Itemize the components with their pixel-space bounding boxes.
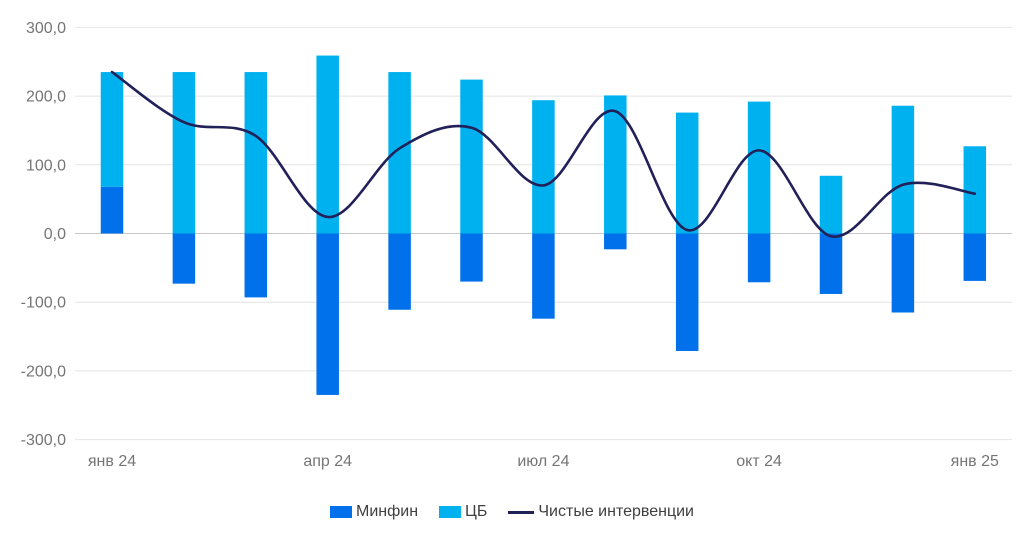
legend-label-net-interventions: Чистые интервенции [538, 503, 694, 520]
bar-cb [675, 112, 699, 234]
bar-cb [388, 72, 411, 234]
chart-legend: Минфин ЦБ Чистые интервенции [0, 503, 1024, 521]
bar-minfin [388, 233, 411, 310]
bar-minfin [604, 233, 627, 250]
y-axis-label: -300,0 [21, 432, 66, 449]
legend-item-cb: ЦБ [439, 503, 487, 521]
y-axis-label: 300,0 [26, 20, 66, 37]
legend-item-minfin: Минфин [330, 503, 418, 521]
bar-cb [604, 95, 627, 234]
x-axis-label: июл 24 [517, 453, 569, 470]
bar-cb [747, 101, 771, 234]
y-axis-label: -100,0 [21, 295, 66, 312]
minfin-swatch-icon [330, 506, 352, 518]
y-axis-label: 0,0 [44, 226, 66, 243]
bar-cb [244, 72, 268, 234]
net-interventions-line [110, 70, 977, 238]
interventions-chart-canvas: 300,0 200,0 100,0 0,0 -100,0 -200,0 -300,0 янв … [21, 20, 1012, 470]
bar-minfin [963, 233, 987, 281]
bar-minfin [819, 233, 843, 294]
y-axis-label: -200,0 [21, 363, 66, 380]
bar-cb [316, 55, 339, 234]
bar-cb [819, 175, 843, 234]
bar-cb [891, 105, 915, 234]
legend-item-net-interventions: Чистые интервенции [508, 503, 694, 521]
x-axis-label: окт 24 [736, 453, 782, 470]
bar-minfin [244, 233, 268, 298]
bar-minfin [460, 233, 483, 282]
bar-cb [963, 146, 987, 234]
bar-minfin [891, 233, 915, 313]
x-axis-label: янв 24 [88, 453, 136, 470]
x-axis-label: янв 25 [951, 453, 999, 470]
legend-label-minfin: Минфин [356, 503, 419, 520]
y-axis-label: 200,0 [26, 89, 66, 106]
legend-label-cb: ЦБ [465, 503, 488, 520]
bar-minfin [532, 233, 555, 319]
bar-minfin [100, 186, 124, 234]
bar-minfin [675, 233, 699, 351]
bar-minfin [316, 233, 339, 395]
bar-cb [100, 72, 124, 187]
bar-minfin [172, 233, 196, 284]
bar-minfin [747, 233, 771, 283]
x-axis-label: апр 24 [303, 453, 352, 470]
y-axis-label: 100,0 [26, 157, 66, 174]
net-line-swatch-icon [508, 510, 535, 514]
cb-swatch-icon [439, 506, 462, 518]
bar-cb [172, 72, 196, 234]
bar-cb [532, 100, 555, 234]
bar-cb [460, 79, 483, 234]
